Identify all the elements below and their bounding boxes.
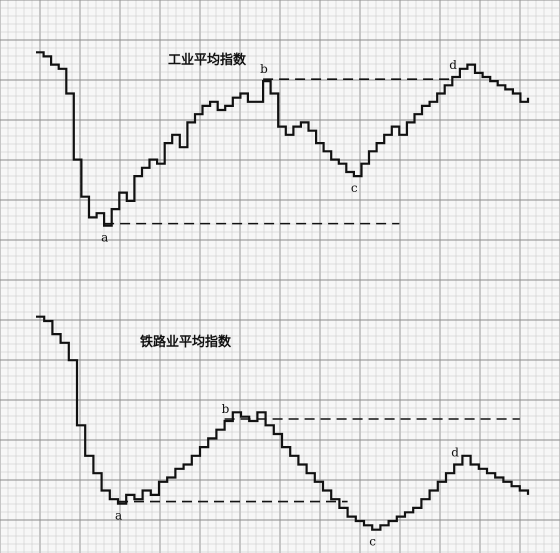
annotation-railroad-d: d — [451, 445, 459, 459]
annotation-railroad-c: c — [369, 535, 376, 549]
annotation-industrial-d: d — [449, 58, 457, 72]
annotation-industrial-b: b — [260, 62, 268, 76]
annotation-industrial-c: c — [351, 181, 358, 195]
series-line-railroad — [36, 315, 530, 531]
series-line-industrial — [36, 51, 530, 227]
panel-industrial: 工业平均指数 a b c d — [36, 51, 530, 245]
title-industrial: 工业平均指数 — [168, 52, 247, 68]
title-railroad: 铁路业平均指数 — [139, 334, 232, 350]
annotation-industrial-a: a — [101, 231, 108, 245]
annotation-railroad-b: b — [222, 402, 230, 416]
annotation-railroad-a: a — [115, 509, 122, 523]
panel-railroad: 铁路业平均指数 a b c d — [36, 315, 530, 549]
